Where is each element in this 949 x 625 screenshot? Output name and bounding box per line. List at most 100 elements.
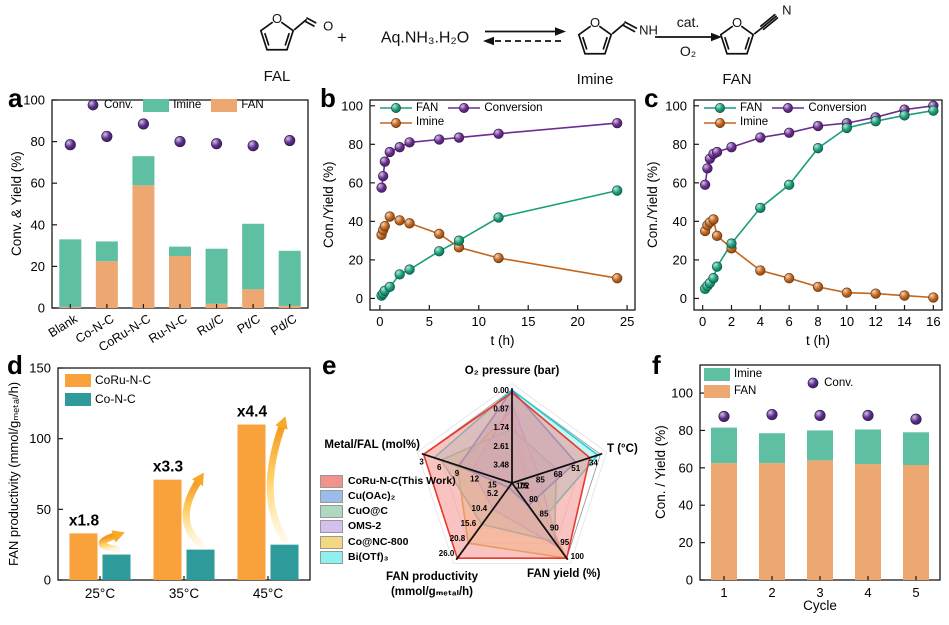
equilibrium-arrowhead-right (555, 27, 566, 36)
legend-a: Conv. Imine FAN (86, 98, 274, 112)
bar-FAN (759, 463, 785, 580)
legend-b: FAN Conversion Imine (380, 101, 605, 130)
legend-swatch (65, 374, 91, 387)
y-tick-label: 80 (673, 137, 687, 152)
x-tick-label: 2 (728, 314, 735, 329)
y-tick-label: 60 (31, 176, 45, 191)
series-line-FAN (380, 189, 618, 297)
legend-item: FAN (211, 98, 264, 112)
legend-label: OMS-2 (348, 520, 382, 533)
product-label: FAN (722, 71, 751, 88)
radar-tick-label: 85 (540, 509, 549, 518)
plus-sign: + (337, 28, 347, 47)
point-FAN (784, 179, 795, 190)
radar-axis-title-productivity: FAN productivity (385, 571, 478, 583)
point-Imine (493, 252, 504, 264)
bar-FAN (903, 465, 929, 580)
bar-Imine (759, 433, 785, 464)
radar-tick-label: 20.8 (450, 534, 466, 543)
legend-label: Imine (416, 116, 445, 129)
x-tick-label: 10 (472, 314, 486, 329)
legend-c: FAN Conversion Imine (704, 101, 929, 130)
point-Conversion (384, 146, 395, 158)
improvement-arrow (98, 532, 120, 554)
radar-tick-label: 102 (516, 481, 530, 490)
x-tick-label: 20 (570, 314, 584, 329)
y-tick-label: 0 (38, 301, 45, 316)
point-Imine (394, 215, 405, 226)
bar-CoRu-N-C (153, 479, 182, 580)
x-tick-label: 12 (868, 314, 882, 329)
radar-tick-label: 85 (536, 476, 545, 485)
point-Conversion (699, 179, 711, 190)
y-tick-label: 100 (23, 93, 45, 108)
point-Imine (870, 288, 881, 299)
x-category-label: 2 (768, 585, 775, 600)
point-Imine (841, 287, 852, 298)
y-tick-label: 100 (29, 431, 51, 446)
legend-d: CoRu-N-C Co-N-C (65, 373, 161, 407)
bar-Imine (59, 239, 82, 307)
x-category-label: Pt/C (235, 312, 263, 337)
radar-axis-title-productivity-units: (mmol/gₘₑₜₐₗ/h) (390, 586, 474, 598)
point-FAN (841, 122, 852, 134)
axes-frame (369, 99, 636, 311)
point-FAN (394, 269, 405, 280)
legend-sphere (715, 117, 725, 128)
point-Conversion (755, 132, 766, 143)
radar-tick-label: 5.2 (487, 489, 499, 498)
legend-item: Cu(OAc)₂ (320, 490, 395, 504)
panel-letter-f: f (652, 350, 661, 380)
legend-label: CoRu-N-C(This Work) (348, 475, 456, 487)
y-tick-label: 20 (349, 252, 363, 267)
y-tick-label: 80 (679, 423, 693, 438)
radar-series-CoRu-N-C(This Work) (422, 391, 591, 559)
point-FAN (404, 264, 415, 275)
conversion-point (101, 130, 113, 142)
y-tick-label: 60 (349, 175, 363, 190)
legend-line-icon (704, 117, 736, 128)
x-category-label: 25°C (85, 586, 115, 601)
ring-oxygen: O (590, 15, 600, 30)
point-Imine (928, 292, 939, 303)
bar-FAN (95, 261, 118, 308)
conversion-point (718, 410, 730, 422)
radar-tick-label: 3.48 (493, 460, 509, 469)
reactant-label: FAL (264, 68, 291, 85)
legend-line-icon (772, 103, 805, 114)
radar-spoke (511, 452, 603, 484)
y-tick-label: 80 (349, 137, 363, 152)
legend-item: Conv. (806, 376, 853, 390)
point-FAN (928, 105, 939, 116)
legend-label: Conversion (808, 102, 867, 114)
bar-FAN (711, 463, 737, 580)
point-Imine (379, 221, 390, 232)
fold-annotation: x3.3 (153, 459, 184, 476)
x-tick-label: 4 (757, 314, 764, 329)
radar-tick-label: 10.4 (472, 504, 488, 513)
point-Conversion (612, 117, 623, 129)
x-category-label: 4 (864, 585, 871, 600)
x-category-label: 45°C (253, 586, 283, 601)
catalyst-text: cat. (677, 14, 700, 30)
y-tick-label: 100 (665, 98, 687, 113)
panel-letter-e: e (322, 350, 337, 380)
intermediate-label: Imine (577, 71, 614, 88)
legend-label: Co@NC-800 (348, 535, 409, 548)
legend-e: CoRu-N-C(This Work) Cu(OAc)₂ CuO@C OMS-2 Co@… (320, 475, 466, 564)
y-tick-label: 60 (673, 175, 687, 190)
legend-label: Bi(OTf)₃ (348, 550, 389, 563)
legend-swatch (320, 490, 343, 504)
point-FAN (612, 185, 623, 196)
molecule-fan: ON (719, 3, 792, 55)
conversion-point (64, 139, 76, 151)
point-Imine (755, 265, 766, 276)
x-tick-label: 25 (620, 314, 634, 329)
legend-item: CoRu-N-C(This Work) (320, 475, 456, 489)
legend-label: Conv. (104, 99, 134, 111)
x-axis-label-f: Cycle (803, 598, 837, 613)
y-tick-label: 0 (680, 291, 687, 306)
legend-item: CuO@C (320, 505, 388, 519)
legend-item: Imine (380, 115, 444, 129)
